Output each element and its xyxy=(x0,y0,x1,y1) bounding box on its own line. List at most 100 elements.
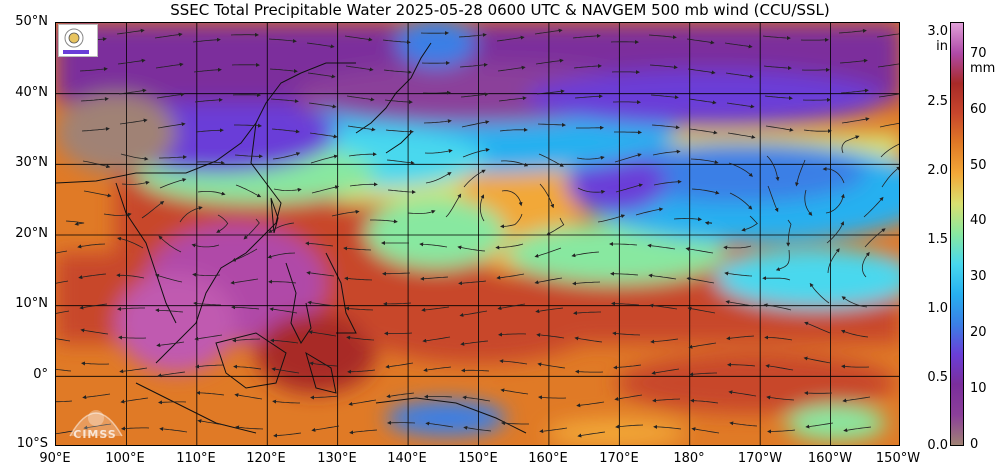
wind-streamline xyxy=(497,65,526,72)
lat-label-20n: 20°N xyxy=(15,226,48,241)
wind-streamline xyxy=(538,153,564,167)
wind-streamline xyxy=(231,305,260,310)
wind-streamline xyxy=(118,88,147,95)
colorbar-in-label-1.0: 1.0 xyxy=(927,301,948,316)
wind-streamline xyxy=(268,222,295,233)
wind-streamline xyxy=(305,241,334,247)
wind-streamline xyxy=(192,37,221,43)
colorbar-mm-label-70: 70 xyxy=(970,46,987,61)
wind-streamline xyxy=(571,251,600,258)
wind-streamline xyxy=(723,245,752,250)
wind-streamline xyxy=(407,209,436,214)
wind-streamline xyxy=(536,332,565,339)
wind-streamline xyxy=(726,335,755,341)
wind-streamline xyxy=(159,155,187,160)
wind-streamline xyxy=(331,209,360,217)
wind-streamline xyxy=(420,276,449,281)
wind-streamline xyxy=(805,422,834,429)
lon-label-180: 180° xyxy=(673,451,705,466)
wind-streamline xyxy=(268,279,297,284)
wind-streamline xyxy=(724,42,753,49)
colorbar-in-label-0.5: 0.5 xyxy=(927,370,948,385)
wind-streamline xyxy=(348,399,377,406)
wind-streamline xyxy=(116,28,145,35)
wind-streamline xyxy=(763,303,792,311)
wind-streamline xyxy=(841,117,870,124)
wind-streamline xyxy=(576,155,605,160)
lon-label-150e: 150°E xyxy=(458,451,498,466)
wind-streamline xyxy=(652,398,681,403)
wind-streamline xyxy=(78,273,107,280)
wind-streamline xyxy=(346,335,375,341)
wind-streamline xyxy=(308,102,337,109)
tpw-map[interactable] xyxy=(55,22,900,446)
wind-streamline xyxy=(842,396,871,403)
wind-streamline xyxy=(647,243,676,250)
wind-streamline xyxy=(191,243,220,248)
wind-streamline xyxy=(876,33,899,38)
wind-streamline xyxy=(56,400,73,403)
wind-streamline xyxy=(79,67,108,72)
wind-streamline xyxy=(343,246,372,251)
wind-streamline xyxy=(613,364,642,370)
wind-streamline xyxy=(120,153,149,161)
colorbar-unit-mm: mm xyxy=(970,61,996,76)
wind-streamline xyxy=(80,97,109,102)
wind-streamline xyxy=(424,149,453,154)
wind-streamline xyxy=(445,193,462,218)
wind-streamline xyxy=(725,300,754,307)
wind-streamline xyxy=(421,306,450,312)
colorbar-in-label-1.5: 1.5 xyxy=(927,232,948,247)
wind-streamline xyxy=(307,300,336,307)
wind-streamline xyxy=(117,58,146,65)
wind-streamline xyxy=(216,214,229,233)
wind-streamline xyxy=(650,338,679,344)
wind-streamline xyxy=(309,132,338,139)
lon-label-170w: 170°W xyxy=(737,451,783,466)
wind-streamline xyxy=(843,426,872,433)
wind-streamline xyxy=(80,328,109,335)
wind-streamline xyxy=(270,98,299,104)
wind-streamline xyxy=(501,421,529,426)
wind-streamline xyxy=(348,152,377,157)
wind-streamline xyxy=(546,217,565,236)
wind-streamline xyxy=(539,183,555,209)
wind-streamline xyxy=(635,207,664,216)
wind-streamline xyxy=(231,248,258,262)
wind-streamline xyxy=(691,427,720,434)
wind-streamline xyxy=(576,401,605,408)
colorbar-mm-label-10: 10 xyxy=(970,381,987,396)
wind-streamline xyxy=(500,160,529,167)
wind-streamline xyxy=(534,247,562,258)
wind-streamline xyxy=(349,429,378,435)
wind-streamline xyxy=(575,369,604,374)
lat-label-10n: 10°N xyxy=(15,296,48,311)
wind-streamline xyxy=(77,243,106,249)
lon-label-120e: 120°E xyxy=(246,451,286,466)
wind-streamline xyxy=(384,331,413,336)
wind-streamline xyxy=(572,281,601,286)
wind-streamline xyxy=(65,220,85,226)
wind-streamline xyxy=(767,429,796,434)
wind-streamline xyxy=(840,88,869,94)
wind-streamline xyxy=(841,364,870,369)
lat-label-0: 0° xyxy=(33,367,48,382)
wind-streamline xyxy=(880,143,899,158)
wind-streamline xyxy=(610,271,639,276)
wind-streamline xyxy=(56,368,72,372)
wind-streamline xyxy=(232,338,261,343)
wind-streamline xyxy=(82,393,111,400)
wind-streamline xyxy=(117,306,145,311)
wind-streamline xyxy=(424,394,453,399)
wind-streamline xyxy=(795,159,806,187)
wind-streamline xyxy=(306,270,335,277)
wind-streamline xyxy=(648,273,677,280)
wind-streamline xyxy=(690,158,719,164)
wind-streamline xyxy=(685,247,714,254)
map-title: SSEC Total Precipitable Water 2025-05-28… xyxy=(170,1,830,19)
wind-streamline xyxy=(425,421,454,428)
wind-streamline xyxy=(56,310,70,314)
wind-streamline xyxy=(838,28,867,34)
wind-streamline xyxy=(704,221,713,226)
wind-streamline xyxy=(500,388,529,395)
